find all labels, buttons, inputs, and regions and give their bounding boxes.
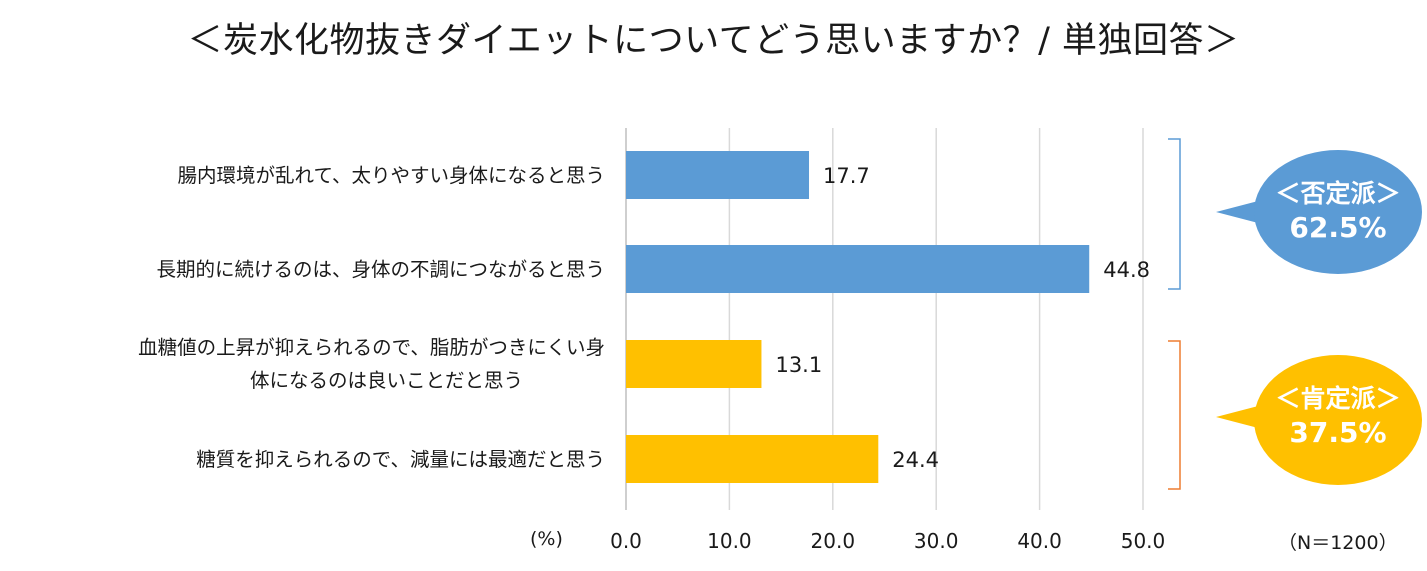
- chart-title: ＜炭水化物抜きダイエットについてどう思いますか？/ 単独回答＞: [187, 21, 1240, 61]
- category-label: 長期的に続けるのは、身体の不調につながると思う: [156, 253, 605, 286]
- positive-group-label: ＜肯定派＞: [1275, 384, 1401, 413]
- data-label: 44.8: [1103, 258, 1150, 282]
- negative-group-bubble: ＜否定派＞ 62.5%: [1254, 150, 1422, 274]
- data-label: 13.1: [775, 353, 822, 377]
- negative-group-bracket: [1168, 138, 1181, 290]
- positive-group-value: 37.5%: [1289, 416, 1387, 449]
- positive-group-bracket: [1168, 340, 1181, 490]
- bar: [626, 245, 1090, 293]
- positive-group-bubble: ＜肯定派＞ 37.5%: [1254, 355, 1422, 485]
- x-tick-label: 20.0: [811, 529, 856, 553]
- bar: [626, 340, 762, 388]
- x-axis-unit-label: (%): [530, 528, 563, 550]
- category-label: 血糖値の上昇が抑えられるので、脂肪がつきにくい身体になるのは良いことだと思う: [138, 331, 605, 397]
- bar: [626, 435, 879, 483]
- data-label: 17.7: [823, 164, 870, 188]
- x-tick-label: 30.0: [914, 529, 959, 553]
- category-label-line: 腸内環境が乱れて、太りやすい身体になると思う: [177, 163, 605, 187]
- negative-group-label: ＜否定派＞: [1275, 179, 1401, 208]
- x-tick-label: 10.0: [707, 529, 752, 553]
- negative-group-value: 62.5%: [1289, 211, 1387, 244]
- category-label: 腸内環境が乱れて、太りやすい身体になると思う: [178, 159, 605, 192]
- x-tick-label: 0.0: [610, 529, 642, 553]
- x-tick-label: 40.0: [1017, 529, 1062, 553]
- data-label: 24.4: [892, 448, 939, 472]
- category-label-line: 体になるのは良いことだと思う: [249, 369, 523, 392]
- sample-size-label: （N＝1200）: [1278, 532, 1398, 554]
- category-label-line: 血糖値の上昇が抑えられるので、脂肪がつきにくい身: [138, 336, 605, 359]
- bar: [626, 151, 810, 199]
- category-label-line: 糖質を抑えられるので、減量には最適だと思う: [196, 447, 605, 471]
- category-label-line: 長期的に続けるのは、身体の不調につながると思う: [156, 257, 605, 281]
- category-label: 糖質を抑えられるので、減量には最適だと思う: [196, 443, 605, 476]
- x-tick-label: 50.0: [1121, 529, 1166, 553]
